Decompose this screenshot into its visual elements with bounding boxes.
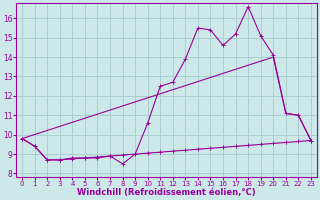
X-axis label: Windchill (Refroidissement éolien,°C): Windchill (Refroidissement éolien,°C)	[77, 188, 256, 197]
